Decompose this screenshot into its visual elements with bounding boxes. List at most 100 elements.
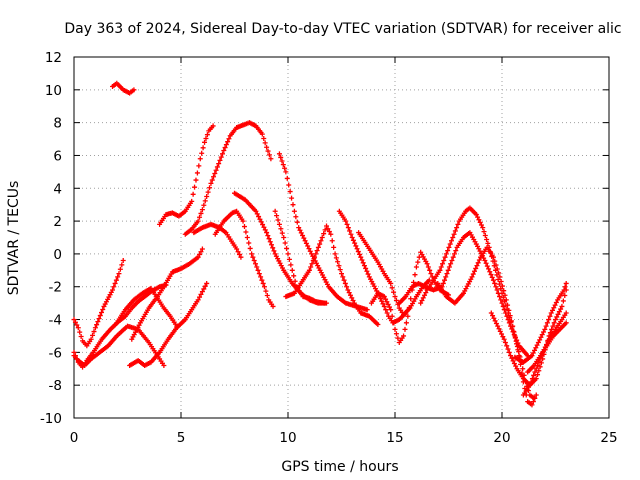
data-point-marker xyxy=(258,274,264,280)
x-tick-label: 15 xyxy=(386,430,403,446)
data-point-marker xyxy=(71,349,77,355)
data-point-marker xyxy=(483,260,489,266)
data-point-marker xyxy=(343,218,349,224)
data-point-marker xyxy=(348,231,354,237)
data-point-marker xyxy=(321,231,327,237)
data-point-marker xyxy=(265,233,271,239)
series-arc9 xyxy=(182,120,274,237)
data-point-marker xyxy=(494,287,500,293)
data-point-marker xyxy=(392,294,398,300)
data-point-marker xyxy=(264,144,270,150)
data-point-marker xyxy=(254,211,260,217)
data-point-marker xyxy=(445,267,451,273)
data-point-marker xyxy=(454,225,460,231)
data-point-marker xyxy=(453,248,459,254)
data-point-marker xyxy=(300,233,306,239)
data-point-marker xyxy=(259,131,265,137)
data-point-marker xyxy=(201,202,207,208)
data-point-marker xyxy=(284,245,290,251)
data-point-marker xyxy=(412,272,418,278)
data-point-marker xyxy=(198,291,204,297)
data-point-marker xyxy=(291,208,297,214)
data-point-marker xyxy=(341,277,347,283)
data-point-marker xyxy=(305,243,311,249)
data-point-marker xyxy=(444,271,450,277)
data-point-marker xyxy=(192,184,198,190)
data-point-marker xyxy=(222,145,228,151)
data-point-marker xyxy=(428,271,434,277)
data-point-marker xyxy=(532,369,538,375)
data-point-marker xyxy=(437,267,443,273)
data-point-marker xyxy=(499,283,505,289)
data-point-marker xyxy=(499,331,505,337)
data-point-marker xyxy=(88,336,94,342)
data-point-marker xyxy=(276,151,282,157)
series-arc5 xyxy=(114,285,180,329)
data-point-marker xyxy=(260,222,266,228)
data-point-marker xyxy=(492,258,498,264)
series-arc11 xyxy=(212,208,276,309)
data-point-marker xyxy=(353,243,359,249)
data-point-marker xyxy=(556,309,562,315)
data-point-marker xyxy=(195,254,201,260)
data-point-marker xyxy=(491,315,497,321)
data-point-marker xyxy=(452,228,458,234)
data-point-marker xyxy=(413,264,419,270)
data-point-marker xyxy=(488,310,494,316)
data-point-marker xyxy=(511,329,517,335)
data-point-marker xyxy=(332,251,338,257)
data-point-marker xyxy=(268,242,274,248)
y-tick-label: 4 xyxy=(53,181,62,197)
data-point-marker xyxy=(342,280,348,286)
data-point-marker xyxy=(499,290,505,296)
data-point-marker xyxy=(217,157,223,163)
data-point-marker xyxy=(267,239,273,245)
data-point-marker xyxy=(514,341,520,347)
data-point-marker xyxy=(350,298,356,304)
data-point-marker xyxy=(313,251,319,257)
data-point-marker xyxy=(510,323,516,329)
data-point-marker xyxy=(204,132,210,138)
data-point-marker xyxy=(533,392,539,398)
y-tick-label: 10 xyxy=(45,83,62,99)
data-point-marker xyxy=(481,229,487,235)
data-point-marker xyxy=(520,366,526,372)
data-point-marker xyxy=(328,231,334,237)
data-point-marker xyxy=(504,313,510,319)
data-point-marker xyxy=(325,226,331,232)
data-point-marker xyxy=(303,240,309,246)
data-point-marker xyxy=(448,238,454,244)
data-point-marker xyxy=(490,313,496,319)
data-point-marker xyxy=(287,189,293,195)
data-point-marker xyxy=(501,307,507,313)
data-point-marker xyxy=(550,323,556,329)
data-point-marker xyxy=(499,300,505,306)
data-point-marker xyxy=(116,271,122,277)
data-point-marker xyxy=(247,245,253,251)
data-point-marker xyxy=(490,277,496,283)
data-point-marker xyxy=(216,161,222,167)
x-tick-labels: 0 5 10 15 20 25 xyxy=(70,430,618,446)
data-point-marker xyxy=(490,254,496,260)
data-point-marker xyxy=(406,305,412,311)
data-point-marker xyxy=(495,277,501,283)
x-tick-label: 10 xyxy=(279,430,296,446)
data-point-marker xyxy=(266,236,272,242)
data-point-marker xyxy=(558,306,564,312)
data-point-marker xyxy=(554,314,560,320)
data-point-marker xyxy=(199,289,205,295)
y-tick-label: 2 xyxy=(53,214,62,230)
y-tick-label: 6 xyxy=(53,148,62,164)
data-point-marker xyxy=(531,372,537,378)
data-point-marker xyxy=(473,212,479,218)
data-point-marker xyxy=(283,169,289,175)
data-point-marker xyxy=(189,198,195,204)
data-point-marker xyxy=(527,382,533,388)
data-point-marker xyxy=(497,274,503,280)
data-point-marker xyxy=(302,238,308,244)
data-point-marker xyxy=(119,262,125,268)
data-point-marker xyxy=(294,219,300,225)
y-tick-label: 12 xyxy=(45,50,62,66)
data-point-marker xyxy=(293,214,299,220)
data-point-marker xyxy=(349,235,355,240)
